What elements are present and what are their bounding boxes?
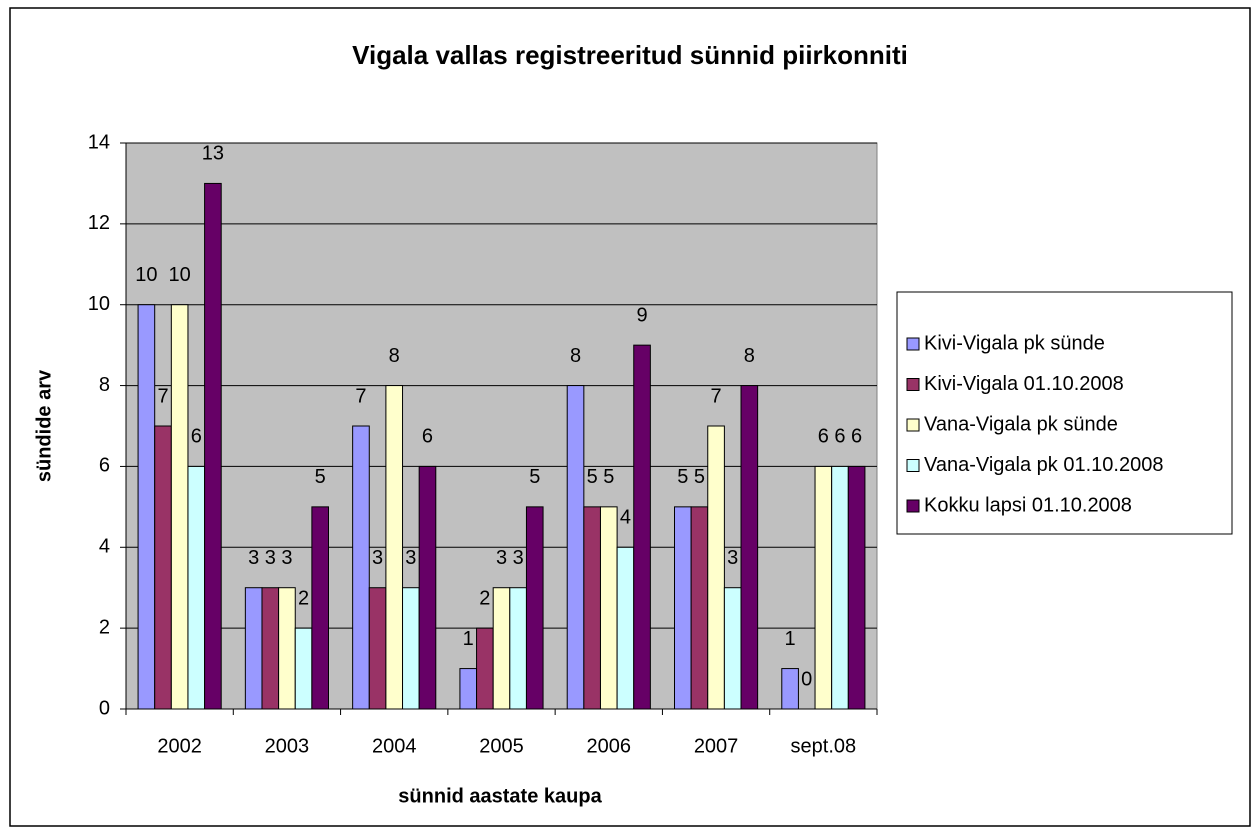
- legend-swatch: [906, 459, 920, 472]
- y-tick-label: 2: [99, 616, 110, 638]
- bar: [492, 587, 511, 710]
- bar: [509, 587, 527, 710]
- bar: [244, 587, 263, 710]
- bar: [566, 385, 585, 710]
- data-label: 5: [694, 466, 705, 488]
- data-label: 6: [818, 426, 829, 448]
- bar: [311, 506, 330, 710]
- x-tick-label: 2007: [694, 735, 739, 757]
- data-label: 7: [355, 385, 366, 407]
- data-label: 6: [191, 426, 202, 448]
- data-label: 10: [169, 264, 191, 286]
- bar: [781, 668, 799, 710]
- legend-label: Kivi-Vigala 01.10.2008: [924, 373, 1124, 395]
- data-label: 8: [744, 345, 755, 367]
- legend-swatch: [906, 418, 920, 432]
- legend-swatch: [906, 499, 920, 513]
- data-label: 5: [587, 466, 598, 488]
- data-label: 3: [513, 547, 524, 569]
- bar: [740, 385, 759, 710]
- bar: [294, 627, 313, 710]
- bar: [633, 344, 651, 710]
- data-label: 2: [298, 587, 309, 609]
- bar: [673, 506, 692, 710]
- bar: [583, 506, 601, 710]
- data-label: 5: [677, 466, 688, 488]
- y-tick-label: 12: [88, 212, 110, 234]
- x-axis-label: sünnid aastate kaupa: [398, 785, 602, 807]
- data-label: 3: [405, 547, 416, 569]
- legend-swatch: [906, 337, 920, 351]
- bar: [616, 546, 635, 710]
- data-label: 5: [529, 466, 540, 488]
- bar: [187, 465, 206, 710]
- bar: [261, 587, 280, 710]
- bar: [385, 385, 404, 710]
- bar: [137, 304, 156, 710]
- data-label: 6: [834, 426, 845, 448]
- bar: [847, 465, 866, 710]
- data-label: 3: [265, 547, 276, 569]
- legend-box: [896, 291, 1233, 535]
- bar: [278, 587, 296, 710]
- legend-swatch: [906, 378, 920, 391]
- x-tick-label: sept.08: [791, 735, 857, 757]
- bar: [723, 587, 742, 710]
- data-label: 13: [202, 143, 224, 165]
- bar: [418, 465, 437, 710]
- y-tick-label: 14: [88, 131, 110, 153]
- y-tick-label: 8: [99, 374, 110, 396]
- data-label: 1: [785, 628, 796, 650]
- data-label: 3: [281, 547, 292, 569]
- bar: [402, 587, 420, 710]
- chart-title: Vigala vallas registreeritud sünnid piir…: [352, 40, 908, 70]
- data-label: 3: [248, 547, 259, 569]
- y-tick-label: 10: [88, 293, 110, 315]
- data-label: 5: [315, 466, 326, 488]
- bar: [690, 506, 709, 710]
- data-label: 8: [570, 345, 581, 367]
- legend-label: Kokku lapsi 01.10.2008: [924, 494, 1132, 516]
- bar: [831, 465, 849, 710]
- y-tick-label: 4: [99, 536, 110, 558]
- data-label: 6: [851, 426, 862, 448]
- bar: [476, 627, 494, 710]
- data-label: 3: [496, 547, 507, 569]
- data-label: 3: [372, 547, 383, 569]
- y-tick-label: 0: [99, 697, 110, 719]
- legend-label: Kivi-Vigala pk sünde: [924, 332, 1105, 354]
- data-label: 4: [620, 507, 631, 529]
- x-tick-label: 2005: [479, 735, 524, 757]
- data-label: 6: [422, 426, 433, 448]
- bar: [204, 182, 222, 710]
- bar: [170, 304, 189, 710]
- data-label: 9: [636, 304, 647, 326]
- x-tick-label: 2003: [265, 735, 310, 757]
- data-label: 7: [711, 385, 722, 407]
- data-label: 5: [603, 466, 614, 488]
- bar: [707, 425, 725, 710]
- bar: [525, 506, 544, 710]
- legend-label: Vana-Vigala pk sünde: [924, 413, 1118, 435]
- data-label: 0: [801, 668, 812, 690]
- y-tick-label: 6: [99, 455, 110, 477]
- data-label: 7: [157, 385, 168, 407]
- bar: [352, 425, 370, 710]
- data-label: 3: [727, 547, 738, 569]
- bar: [459, 668, 478, 710]
- x-tick-label: 2004: [372, 735, 417, 757]
- data-label: 1: [463, 628, 474, 650]
- x-tick-label: 2002: [157, 735, 202, 757]
- bar: [599, 506, 618, 710]
- bar: [814, 465, 833, 710]
- bar: [154, 425, 172, 710]
- bar: [368, 587, 387, 710]
- legend-label: Vana-Vigala pk 01.10.2008: [924, 454, 1163, 476]
- data-label: 2: [479, 587, 490, 609]
- data-label: 8: [389, 345, 400, 367]
- y-axis-label: sündide arv: [33, 369, 55, 482]
- data-label: 10: [135, 264, 157, 286]
- x-tick-label: 2006: [587, 735, 632, 757]
